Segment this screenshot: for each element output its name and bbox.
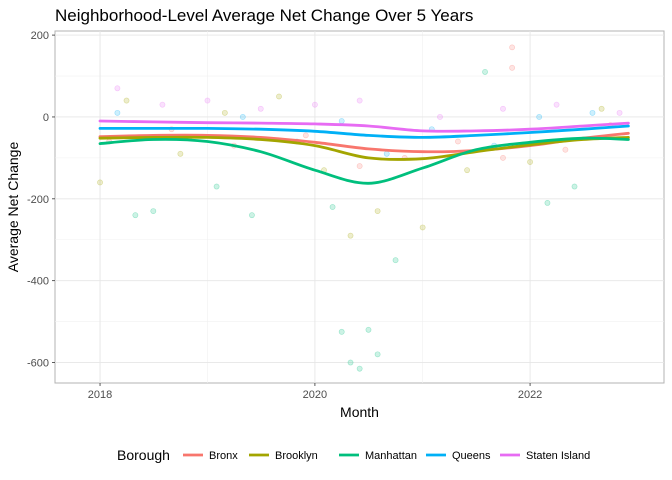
legend-title: Borough [117, 447, 170, 463]
point-brooklyn [374, 208, 381, 214]
point-staten-island [553, 101, 560, 108]
smooth-lines [98, 119, 630, 185]
point-brooklyn [221, 109, 228, 116]
y-tick-label: -600 [27, 358, 49, 370]
point-manhattan [365, 326, 372, 333]
smooth-line-brooklyn [98, 135, 630, 161]
point-staten-island [616, 109, 623, 116]
point-brooklyn [527, 159, 533, 165]
point-queens [239, 114, 246, 120]
point-brooklyn [123, 97, 130, 104]
y-tick-label: -200 [27, 194, 49, 206]
point-brooklyn [598, 105, 605, 112]
point-staten-island [312, 101, 318, 108]
point-brooklyn [177, 150, 184, 157]
point-manhattan [338, 328, 345, 335]
point-staten-island [437, 114, 443, 120]
point-brooklyn [276, 93, 282, 100]
point-manhattan [544, 200, 551, 206]
point-brooklyn [97, 179, 103, 186]
point-brooklyn [464, 167, 470, 174]
point-brooklyn [419, 224, 426, 231]
point-staten-island [204, 97, 211, 104]
point-staten-island [159, 101, 166, 108]
point-bronx [509, 44, 516, 51]
point-bronx [302, 132, 309, 139]
y-tick-label: -400 [27, 276, 49, 288]
point-staten-island [257, 105, 264, 112]
point-staten-island [114, 85, 121, 92]
legend-label-bronx: Bronx [209, 450, 238, 462]
point-queens [536, 114, 543, 120]
point-manhattan [482, 69, 488, 75]
point-manhattan [392, 257, 399, 264]
point-bronx [562, 146, 569, 153]
x-axis-title: Month [340, 404, 379, 420]
point-staten-island [356, 97, 363, 104]
grid [55, 31, 664, 383]
point-queens [114, 109, 121, 116]
point-manhattan [132, 212, 139, 219]
y-axis-title: Average Net Change [5, 142, 21, 273]
legend-label-brooklyn: Brooklyn [275, 450, 318, 462]
legend-label-staten-island: Staten Island [526, 450, 590, 462]
x-tick-label: 2018 [88, 389, 112, 401]
legend-label-queens: Queens [452, 450, 491, 462]
point-bronx [455, 138, 461, 145]
y-tick-label: 0 [43, 112, 49, 124]
point-brooklyn [347, 232, 354, 239]
point-manhattan [249, 212, 255, 219]
y-axis-ticks: 200 0 -200 -400 -600 [27, 30, 55, 370]
point-manhattan [356, 365, 363, 372]
point-queens [338, 118, 345, 124]
point-bronx [509, 64, 516, 71]
smooth-line-staten-island [98, 119, 630, 133]
point-queens [383, 150, 390, 157]
x-tick-label: 2022 [518, 389, 542, 401]
smooth-line-queens [98, 124, 630, 139]
point-queens [589, 109, 596, 116]
point-manhattan [150, 208, 157, 214]
point-manhattan [213, 183, 220, 190]
chart-title: Neighborhood-Level Average Net Change Ov… [55, 6, 473, 25]
legend-label-manhattan: Manhattan [365, 450, 417, 462]
smooth-line-manhattan [98, 136, 630, 185]
point-bronx [356, 163, 363, 169]
legend: Borough Bronx Brooklyn Manhattan Queens Stat… [117, 447, 590, 463]
y-tick-label: 200 [31, 30, 49, 42]
point-manhattan [329, 204, 336, 210]
point-staten-island [500, 105, 506, 112]
point-bronx [500, 154, 506, 161]
x-tick-label: 2020 [303, 389, 327, 401]
plot-panel [54, 30, 665, 384]
point-manhattan [571, 183, 578, 190]
x-axis-ticks: 2018 2020 2022 [88, 383, 542, 401]
point-manhattan [347, 359, 354, 366]
point-manhattan [374, 351, 381, 358]
